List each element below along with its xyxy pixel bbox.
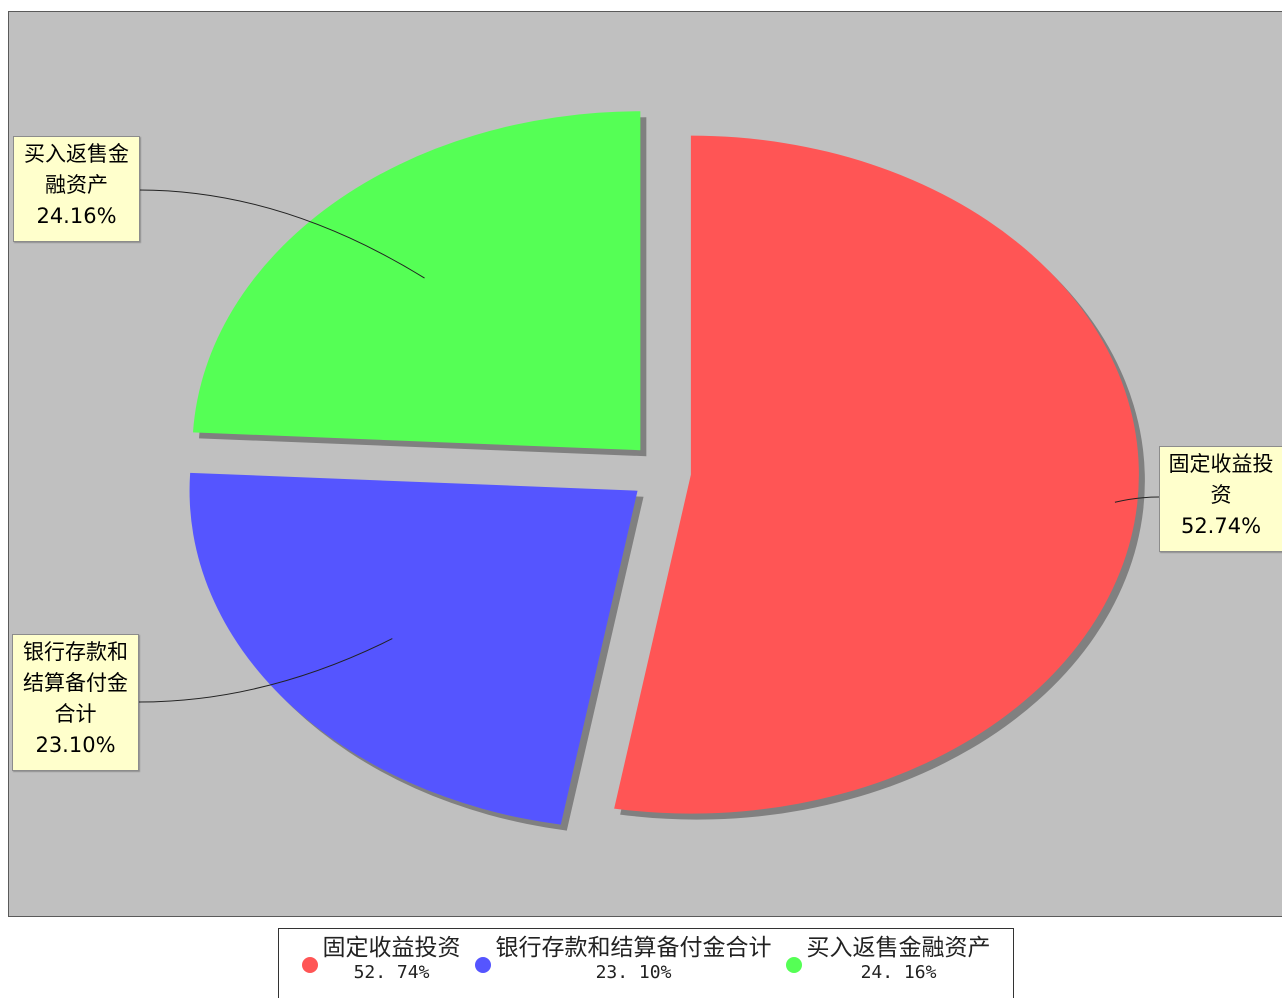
callout-reverse-repo: 买入返售金融资产 24.16%: [13, 136, 140, 242]
legend-item-bank-deposits: 银行存款和结算备付金合计 23. 10%: [474, 934, 772, 983]
legend: 固定收益投资 52. 74% 银行存款和结算备付金合计 23. 10% 买入返售…: [278, 928, 1014, 998]
legend-swatch-icon: [785, 957, 802, 973]
legend-percent: 23. 10%: [595, 962, 672, 983]
callout-percent: 24.16%: [36, 204, 117, 228]
legend-label: 固定收益投资: [322, 935, 461, 961]
slice-bank-deposits[interactable]: [189, 472, 638, 825]
callout-percent: 23.10%: [35, 733, 116, 757]
legend-item-reverse-repo: 买入返售金融资产 24. 16%: [785, 934, 991, 983]
slice-fixed-income-leader-line: [1114, 496, 1160, 503]
plot-area: 固定收益投资 52.74% 银行存款和结算备付金合计 23.10% 买入返售金融…: [8, 11, 1282, 917]
callout-label: 银行存款和结算备付金合计: [23, 640, 128, 726]
legend-label: 买入返售金融资产: [806, 935, 991, 961]
slice-reverse-repo[interactable]: [192, 111, 641, 451]
slice-bank-deposits-leader-line: [138, 638, 393, 703]
legend-percent: 24. 16%: [860, 962, 937, 983]
slice-reverse-repo-leader-line: [138, 189, 425, 279]
callout-percent: 52.74%: [1180, 514, 1262, 538]
slice-fixed-income[interactable]: [614, 135, 1139, 814]
legend-swatch-icon: [301, 957, 318, 973]
callout-bank-deposits: 银行存款和结算备付金合计 23.10%: [12, 634, 139, 771]
legend-percent: 52. 74%: [353, 962, 430, 983]
pie-chart: [138, 111, 1160, 831]
callout-label: 固定收益投资: [1168, 452, 1274, 507]
callout-label: 买入返售金融资产: [24, 142, 129, 197]
legend-item-fixed-income: 固定收益投资 52. 74%: [301, 934, 461, 983]
legend-label: 银行存款和结算备付金合计: [495, 935, 772, 961]
legend-swatch-icon: [474, 957, 491, 973]
callout-fixed-income: 固定收益投资 52.74%: [1159, 446, 1282, 552]
